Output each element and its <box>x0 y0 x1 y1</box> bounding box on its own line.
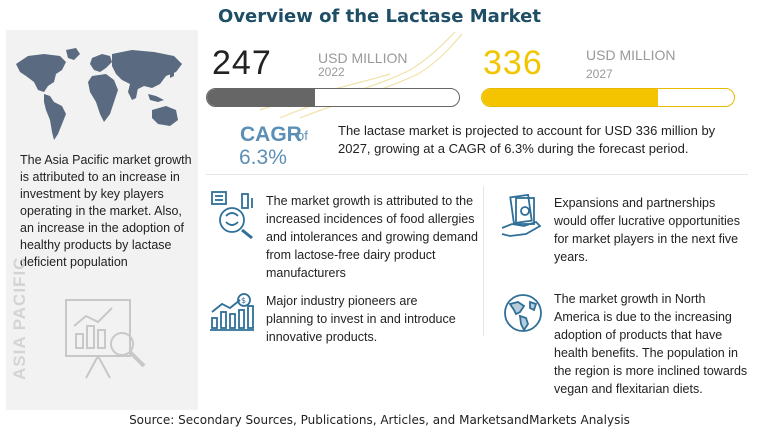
bar-2022 <box>206 88 460 107</box>
market-value-2022: 247 <box>212 44 272 82</box>
investment-growth-icon: $ <box>210 293 254 331</box>
divider <box>206 174 748 175</box>
page-title: Overview of the Lactase Market <box>218 6 541 27</box>
source-note: Source: Secondary Sources, Publications,… <box>129 413 630 427</box>
point-text: The market growth in North America is du… <box>554 292 748 396</box>
year-2027: 2027 <box>586 67 613 81</box>
bar-fill-2022 <box>207 89 316 106</box>
region-label: ASIA PACIFIC <box>10 256 29 380</box>
point-text: Expansions and partnerships would offer … <box>554 196 740 264</box>
year-2022: 2022 <box>318 65 345 79</box>
unit-2022: USD MILLION <box>318 50 408 66</box>
market-value-2027: 336 <box>483 44 543 82</box>
cagr-value: 6.3% <box>239 146 287 169</box>
money-hand-icon <box>501 194 542 237</box>
bar-2027 <box>481 88 735 107</box>
point-text: Major industry pioneers are planning to … <box>266 294 456 344</box>
unit-2027: USD MILLION <box>586 47 676 63</box>
cagr-label: CAGR <box>240 123 302 146</box>
bar-fill-2027 <box>482 89 659 106</box>
world-map-icon <box>16 48 182 140</box>
svg-text:$: $ <box>241 296 246 305</box>
food-allergy-icon <box>211 191 253 240</box>
market-summary: The lactase market is projected to accou… <box>338 123 716 156</box>
globe-americas-icon <box>504 294 542 332</box>
point-text: The market growth is attributed to the i… <box>266 194 478 280</box>
divider <box>483 186 484 336</box>
presentation-board-icon <box>65 299 146 379</box>
cagr-of: of <box>297 128 308 143</box>
region-description: The Asia Pacific market growth is attrib… <box>20 153 192 269</box>
